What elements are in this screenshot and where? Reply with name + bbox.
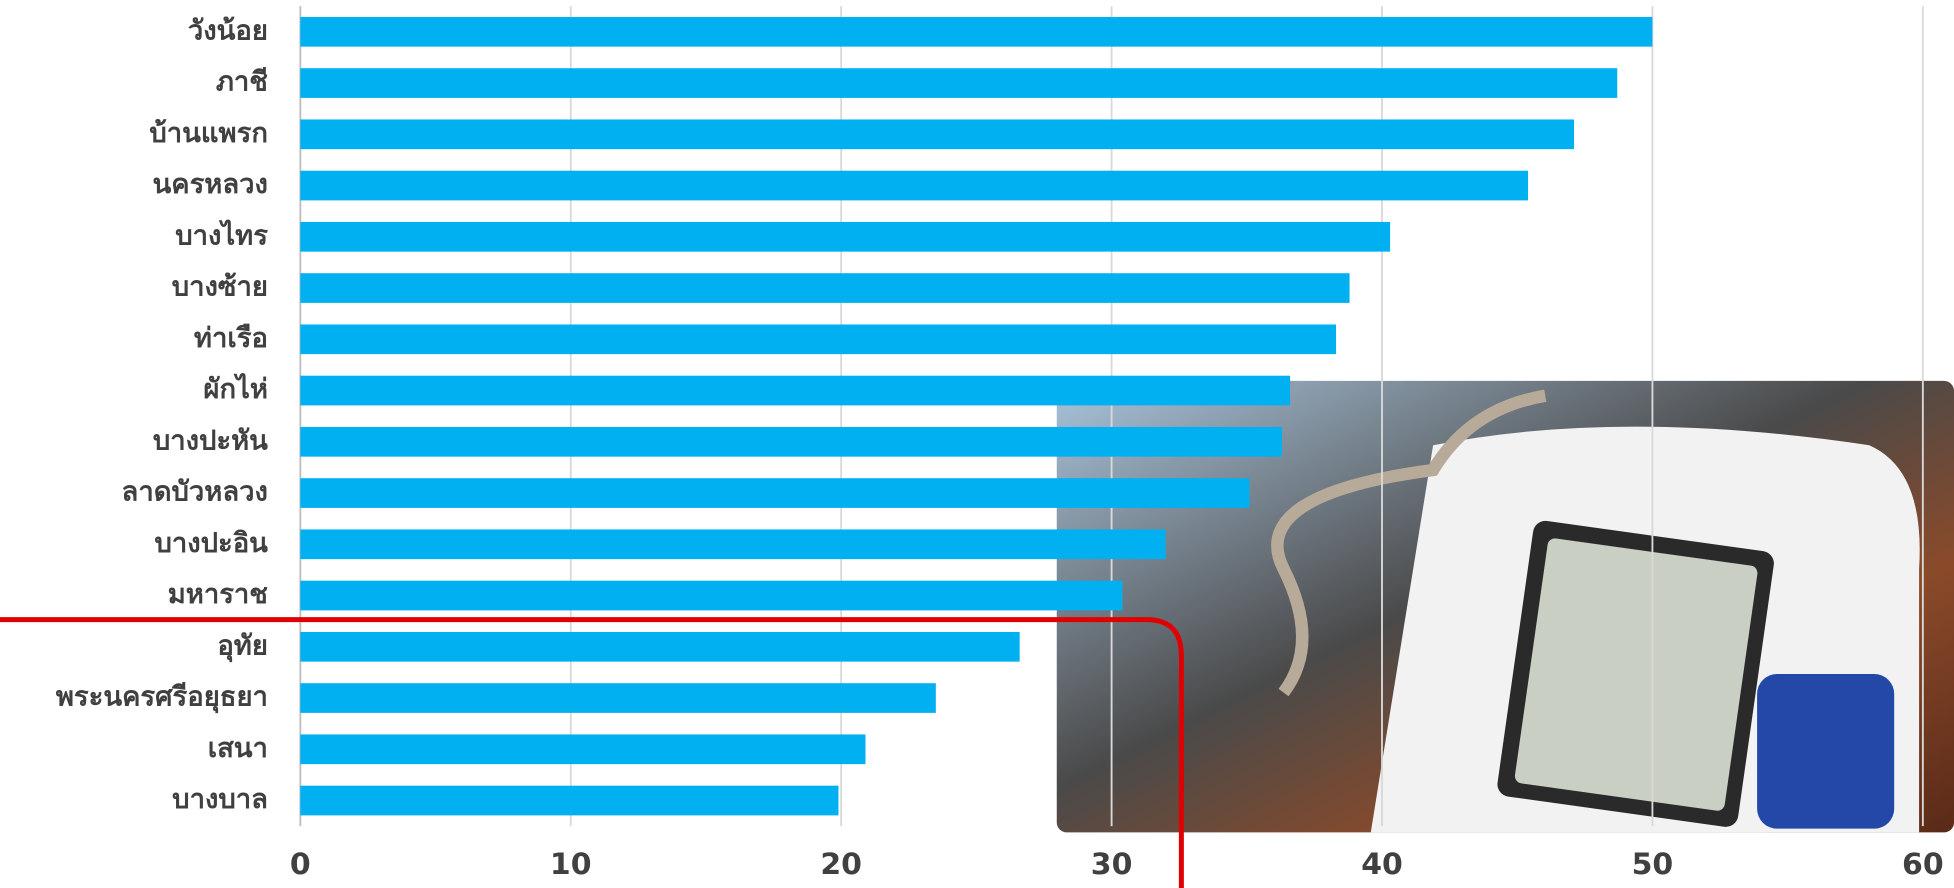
x-tick-label: 40 — [1361, 847, 1403, 882]
bar — [300, 529, 1166, 560]
bar — [300, 221, 1391, 252]
x-tick-label: 10 — [550, 847, 592, 882]
x-tick-label: 60 — [1902, 847, 1944, 882]
y-tick-label: บางไทร — [175, 218, 268, 251]
x-tick-label: 20 — [820, 847, 862, 882]
y-tick-label: บางปะอิน — [154, 528, 268, 559]
bar — [300, 631, 1020, 662]
x-tick-label: 30 — [1091, 847, 1133, 882]
x-tick-label: 50 — [1632, 847, 1674, 882]
y-tick-label: ท่าเรือ — [194, 323, 268, 354]
bar — [300, 478, 1250, 508]
photo — [1056, 380, 1954, 833]
bar — [300, 683, 936, 713]
bar — [300, 68, 1618, 98]
bar — [300, 734, 866, 765]
bar — [300, 170, 1529, 201]
bar — [300, 375, 1291, 406]
y-tick-label: ลาดบัวหลวง — [122, 477, 268, 508]
bar — [300, 273, 1350, 303]
y-tick-label: นครหลวง — [153, 169, 268, 200]
bar — [300, 324, 1337, 355]
y-tick-label: บางบาล — [172, 784, 268, 815]
y-tick-label: มหาราช — [168, 579, 268, 610]
bar — [300, 16, 1653, 47]
bar — [300, 580, 1123, 611]
y-tick-label: เสนา — [208, 733, 268, 764]
y-tick-label: บางปะหัน — [153, 425, 268, 456]
y-tick-label: อุทัย — [217, 630, 268, 662]
bar — [300, 785, 839, 816]
y-tick-label: ผักไห่ — [203, 372, 267, 405]
highlight-bracket — [0, 617, 1184, 888]
y-tick-label: ภาชี — [216, 67, 268, 98]
bar — [300, 426, 1282, 457]
x-tick-label: 0 — [290, 847, 311, 882]
bar — [300, 119, 1575, 150]
y-tick-label: พระนครศรีอยุธยา — [56, 682, 268, 714]
y-tick-label: บางซ้าย — [172, 272, 268, 303]
y-tick-label: วังน้อย — [188, 15, 268, 46]
y-tick-label: บ้านแพรก — [149, 118, 268, 149]
